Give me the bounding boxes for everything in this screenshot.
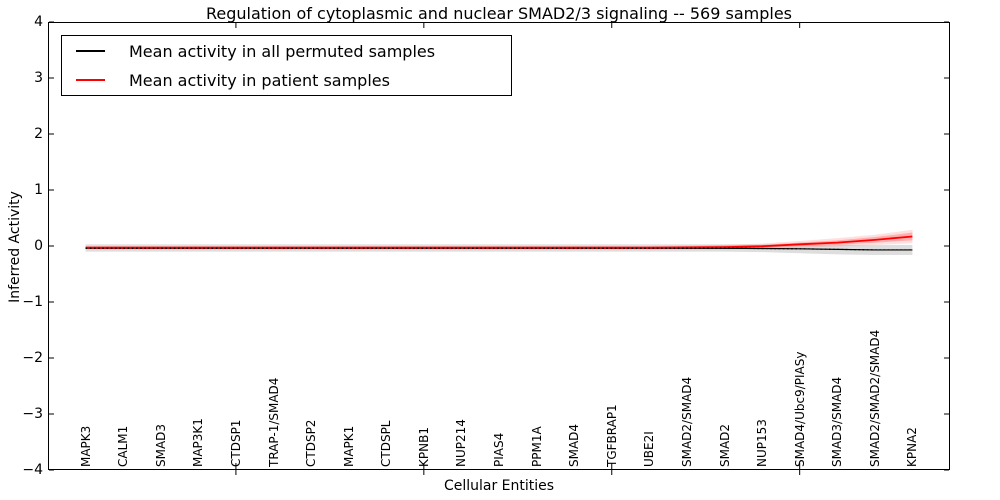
y-tick-label: 0: [34, 238, 43, 254]
x-tick-label: SMAD3/SMAD4: [830, 376, 845, 467]
legend: Mean activity in all permuted samples Mea…: [61, 35, 512, 96]
x-tick-label: TRAP-1/SMAD4: [266, 377, 281, 467]
x-tick-label: SMAD3: [153, 423, 168, 467]
x-tick-label: MAPK3: [78, 425, 93, 467]
y-tick-label: 1: [34, 182, 43, 198]
chart-title: Regulation of cytoplasmic and nuclear SM…: [205, 4, 793, 23]
y-tick-label: −4: [22, 462, 43, 478]
x-tick-label: PPM1A: [529, 426, 544, 467]
x-tick-label: CTDSP2: [304, 419, 319, 467]
x-tick-label: CTDSP1: [228, 419, 243, 467]
y-tick-label: 4: [34, 14, 43, 30]
x-tick-label: TGFBRAP1: [604, 404, 619, 467]
x-tick-label: PIAS4: [492, 432, 506, 467]
plot-area: [48, 22, 950, 470]
x-tick-label: NUP214: [454, 419, 469, 467]
x-tick-label: CALM1: [116, 425, 131, 467]
legend-line-sample: [76, 50, 105, 52]
legend-label: Mean activity in all permuted samples: [129, 41, 436, 61]
x-axis-label: Cellular Entities: [443, 478, 555, 494]
legend-line-sample: [76, 79, 105, 81]
x-tick-label: KPNB1: [416, 427, 431, 467]
x-tick-label: MAP3K1: [191, 418, 206, 467]
y-tick-label: −1: [22, 294, 43, 310]
y-tick-label: 3: [34, 70, 43, 86]
x-tick-label: NUP153: [755, 419, 770, 467]
legend-label: Mean activity in patient samples: [129, 70, 390, 90]
y-tick-label: −2: [22, 350, 43, 366]
y-tick-label: 2: [34, 126, 43, 142]
x-tick-label: SMAD4: [567, 423, 582, 467]
x-tick-label: UBE2I: [642, 431, 657, 467]
x-tick-label: SMAD2/SMAD4: [679, 376, 694, 467]
x-tick-label: MAPK1: [341, 425, 356, 467]
x-tick-label: KPNA2: [905, 427, 920, 467]
legend-item: Mean activity in patient samples: [62, 69, 511, 91]
x-tick-label: SMAD4/Ubc9/PIASy: [792, 351, 807, 467]
x-tick-label: CTDSPL: [379, 420, 394, 468]
y-tick-label: −3: [22, 406, 43, 422]
x-tick-label: SMAD2/SMAD2/SMAD4: [867, 329, 882, 467]
x-tick-label: SMAD2: [717, 423, 732, 467]
legend-item: Mean activity in all permuted samples: [62, 40, 511, 62]
